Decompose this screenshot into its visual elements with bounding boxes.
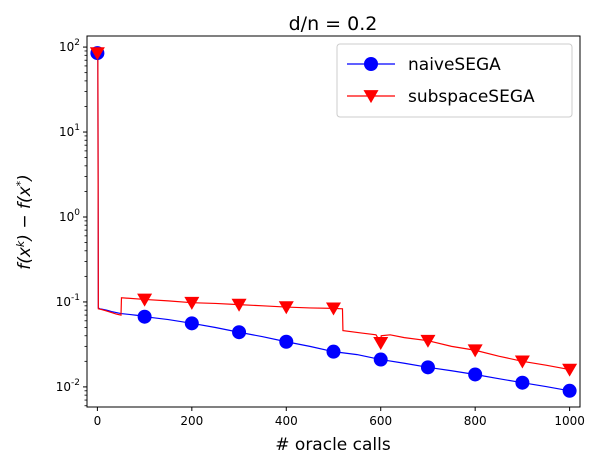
data-point-naiveSEGA bbox=[232, 325, 247, 340]
series-line-subspaceSEGA bbox=[97, 52, 570, 371]
data-point-subspaceSEGA bbox=[514, 355, 530, 369]
series-line-naiveSEGA bbox=[97, 52, 570, 392]
data-point-naiveSEGA bbox=[373, 352, 388, 367]
y-tick-label: 100 bbox=[59, 208, 80, 224]
legend-label-subspaceSEGA: subspaceSEGA bbox=[408, 87, 535, 107]
data-point-naiveSEGA bbox=[137, 309, 152, 324]
data-point-naiveSEGA bbox=[515, 375, 530, 390]
legend-marker-naiveSEGA bbox=[364, 57, 378, 71]
x-axis: 0 200 400 600 800 1000 bbox=[94, 407, 585, 428]
x-tick-label: 200 bbox=[180, 414, 203, 428]
legend: naiveSEGA subspaceSEGA bbox=[336, 43, 573, 118]
data-point-subspaceSEGA bbox=[184, 296, 200, 310]
data-point-subspaceSEGA bbox=[467, 344, 483, 358]
data-point-naiveSEGA bbox=[420, 360, 435, 375]
x-tick-label: 600 bbox=[369, 414, 392, 428]
data-point-subspaceSEGA bbox=[562, 363, 578, 377]
data-point-subspaceSEGA bbox=[373, 337, 389, 350]
data-point-subspaceSEGA bbox=[137, 293, 153, 307]
data-point-subspaceSEGA bbox=[89, 47, 105, 61]
legend-marker-subspaceSEGA bbox=[363, 90, 379, 104]
series-markers bbox=[89, 46, 578, 398]
data-point-naiveSEGA bbox=[279, 334, 294, 349]
x-tick-label: 400 bbox=[275, 414, 298, 428]
data-point-naiveSEGA bbox=[184, 316, 199, 331]
data-point-subspaceSEGA bbox=[420, 334, 436, 348]
y-tick-label: 101 bbox=[59, 123, 80, 139]
plot-frame bbox=[86, 35, 581, 408]
legend-box bbox=[336, 43, 573, 118]
data-point-subspaceSEGA bbox=[278, 301, 294, 315]
y-tick-label: 102 bbox=[59, 38, 80, 54]
data-point-naiveSEGA bbox=[562, 383, 577, 398]
x-tick-label: 0 bbox=[94, 414, 102, 428]
series-lines bbox=[97, 52, 570, 392]
x-tick-label: 800 bbox=[464, 414, 487, 428]
y-tick-label: 10-2 bbox=[56, 378, 80, 394]
legend-label-naiveSEGA: naiveSEGA bbox=[408, 55, 501, 75]
chart-title: d/n = 0.2 bbox=[289, 13, 378, 35]
x-tick-label: 1000 bbox=[554, 414, 585, 428]
data-point-subspaceSEGA bbox=[231, 298, 247, 312]
y-axis: 10-2 10-1 100 101 102 bbox=[56, 38, 87, 407]
y-axis-label: f(xk) − f(x*) bbox=[14, 174, 36, 270]
data-point-subspaceSEGA bbox=[326, 302, 341, 316]
x-axis-label: # oracle calls bbox=[275, 435, 391, 455]
data-point-naiveSEGA bbox=[326, 344, 341, 359]
y-tick-label: 10-1 bbox=[56, 293, 80, 309]
data-point-naiveSEGA bbox=[468, 367, 483, 382]
